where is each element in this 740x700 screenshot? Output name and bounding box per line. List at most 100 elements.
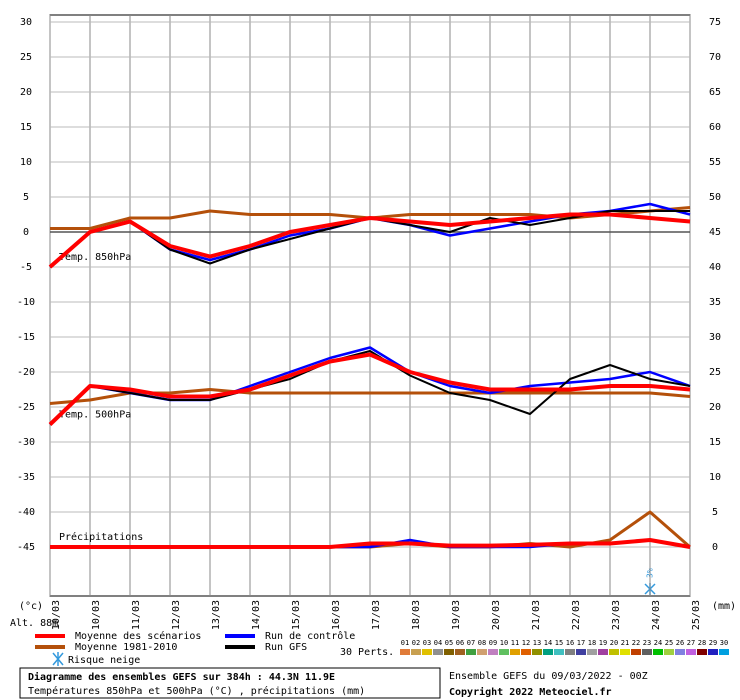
y-tick-label: -5 [20, 262, 32, 273]
pert-label: 01 [401, 639, 409, 647]
pert-label: 07 [467, 639, 475, 647]
y2-tick-label: 40 [709, 262, 721, 273]
y2-tick-label: 70 [709, 52, 721, 63]
panel-label: Temp. 500hPa [59, 410, 131, 421]
y2-unit: (mm) [712, 601, 736, 612]
snow-icon [52, 652, 64, 666]
x-tick-label: 17/03 [371, 600, 382, 630]
y2-tick-label: 60 [709, 122, 721, 133]
pert-swatch [675, 649, 685, 655]
y2-tick-label: 55 [709, 157, 721, 168]
altitude: Alt. 88m [10, 618, 58, 629]
pert-label: 10 [500, 639, 508, 647]
pert-swatch [422, 649, 432, 655]
pert-label: 26 [676, 639, 684, 647]
pert-swatch [532, 649, 542, 655]
x-tick-label: 24/03 [651, 600, 662, 630]
y-tick-label: -15 [17, 332, 35, 343]
pert-swatch [488, 649, 498, 655]
pert-label: 24 [654, 639, 662, 647]
x-tick-label: 16/03 [331, 600, 342, 630]
x-tick-label: 15/03 [291, 600, 302, 630]
y-tick-label: -40 [17, 507, 35, 518]
pert-swatch [543, 649, 553, 655]
panel-label: Précipitations [59, 531, 143, 543]
y2-tick-label: 0 [712, 542, 718, 553]
pert-swatch [598, 649, 608, 655]
x-tick-label: 10/03 [91, 600, 102, 630]
pert-swatch [466, 649, 476, 655]
pert-label: 17 [577, 639, 585, 647]
pert-swatch [576, 649, 586, 655]
footer-subtitle: Températures 850hPa et 500hPa (°C) , pré… [28, 685, 365, 697]
y2-tick-label: 65 [709, 87, 721, 98]
y-tick-label: -25 [17, 402, 35, 413]
series-line [48, 352, 691, 426]
y2-tick-label: 35 [709, 297, 721, 308]
pert-swatch [609, 649, 619, 655]
pert-label: 30 [720, 639, 728, 647]
pert-swatch [708, 649, 718, 655]
snow-label: Risque neige [68, 655, 140, 666]
x-tick-label: 22/03 [571, 600, 582, 630]
series-line [50, 538, 691, 549]
pert-label: 02 [412, 639, 420, 647]
y-tick-label: -10 [17, 297, 35, 308]
pert-label: 08 [478, 639, 486, 647]
y-tick-label: 15 [20, 122, 32, 133]
pert-label: 25 [665, 639, 673, 647]
x-tick-label: 20/03 [491, 600, 502, 630]
footer-title: Diagramme des ensembles GEFS sur 384h : … [28, 671, 335, 683]
y-tick-label: 25 [20, 52, 32, 63]
pert-label: 15 [555, 639, 563, 647]
pert-swatch [400, 649, 410, 655]
y2-tick-label: 75 [709, 17, 721, 28]
pert-swatch [664, 649, 674, 655]
pert-label: 12 [522, 639, 530, 647]
pert-label: 06 [456, 639, 464, 647]
x-tick-label: 12/03 [171, 600, 182, 630]
pert-label: 03 [423, 639, 431, 647]
pert-swatch [719, 649, 729, 655]
panel-label: Temp. 850hPa [59, 252, 131, 263]
pert-swatch [620, 649, 630, 655]
pert-label: 29 [709, 639, 717, 647]
pert-swatch [565, 649, 575, 655]
y-unit: (°c) [19, 601, 43, 612]
y2-tick-label: 30 [709, 332, 721, 343]
pert-swatch [521, 649, 531, 655]
pert-label: 14 [544, 639, 552, 647]
y2-tick-label: 25 [709, 367, 721, 378]
pert-swatch [686, 649, 696, 655]
x-tick-label: 13/03 [211, 600, 222, 630]
pert-label: 05 [445, 639, 453, 647]
legend-label: Run GFS [265, 642, 307, 653]
perts-label: 30 Perts. [340, 647, 394, 658]
pert-label: 09 [489, 639, 497, 647]
x-tick-label: 23/03 [611, 600, 622, 630]
footer-box [19, 667, 441, 699]
y-tick-label: -20 [17, 367, 35, 378]
y2-tick-label: 20 [709, 402, 721, 413]
x-tick-label: 14/03 [251, 600, 262, 630]
pert-swatch [499, 649, 509, 655]
pert-swatch [444, 649, 454, 655]
series-line [48, 212, 691, 269]
y-tick-label: 10 [20, 157, 32, 168]
y2-tick-label: 45 [709, 227, 721, 238]
pert-label: 18 [588, 639, 596, 647]
pert-swatch [411, 649, 421, 655]
footer-copyright: Copyright 2022 Meteociel.fr [449, 686, 612, 698]
series-line [49, 350, 691, 426]
pert-swatch [631, 649, 641, 655]
pert-label: 21 [621, 639, 629, 647]
legend-label: Moyenne 1981-2010 [75, 642, 177, 653]
pert-swatch [433, 649, 443, 655]
pert-swatch [510, 649, 520, 655]
pert-label: 16 [566, 639, 574, 647]
pert-swatch [653, 649, 663, 655]
pert-swatch [455, 649, 465, 655]
footer-run: Ensemble GEFS du 09/03/2022 - 00Z [449, 671, 648, 682]
x-tick-label: 18/03 [411, 600, 422, 630]
